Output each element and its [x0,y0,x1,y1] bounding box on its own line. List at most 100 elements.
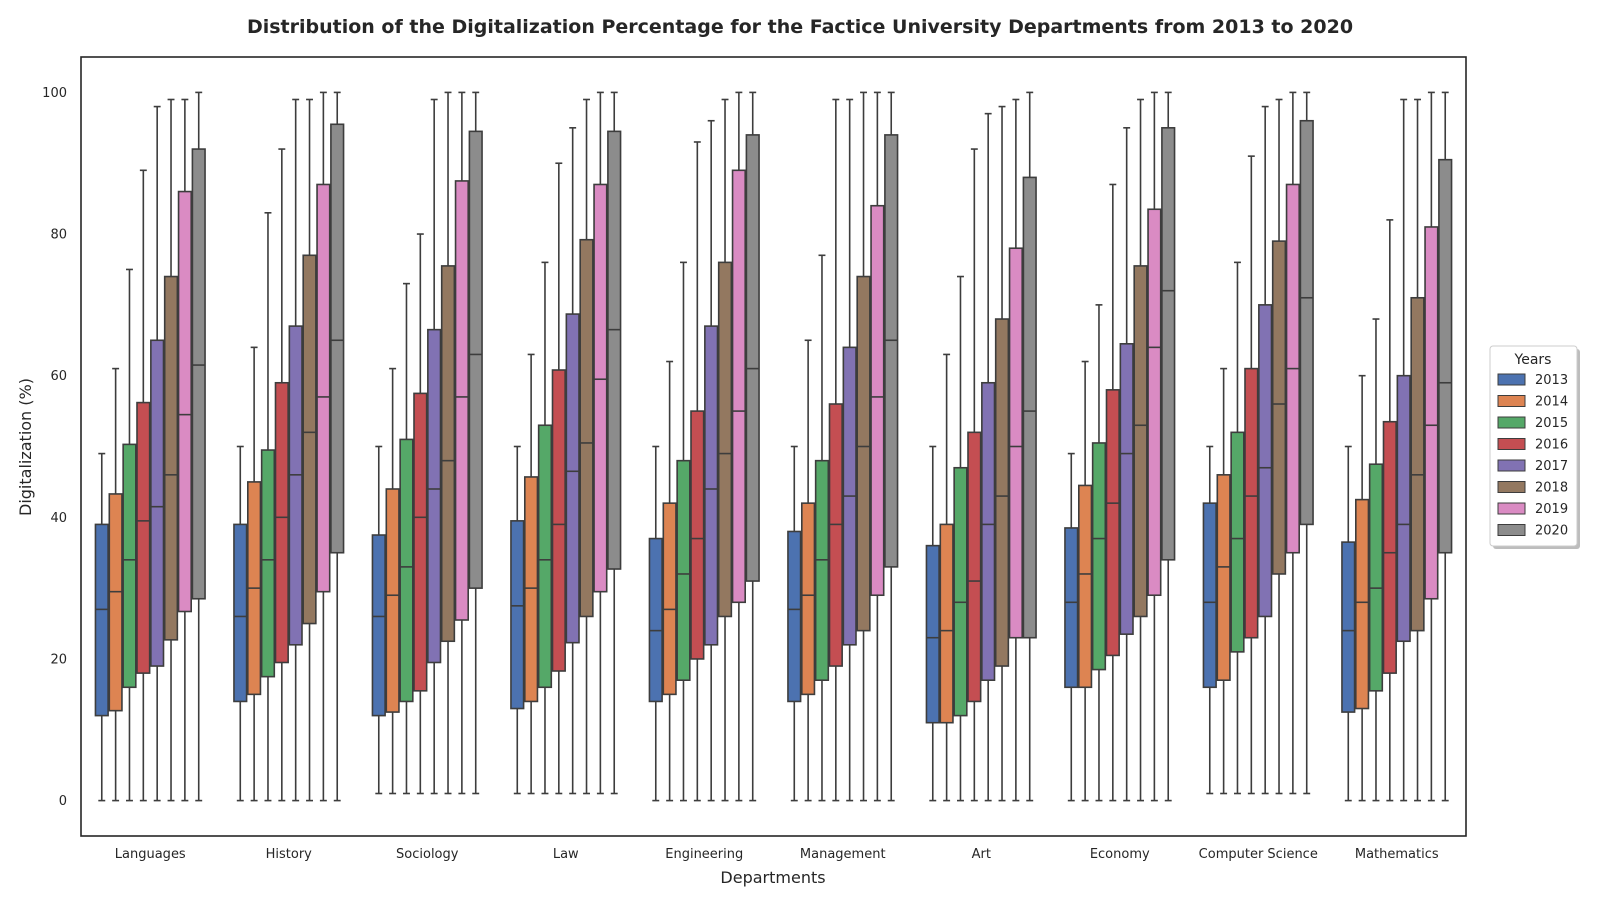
iqr-box [814,459,830,681]
box-plot-2014 [108,367,123,802]
box-series-2015 [122,212,1384,802]
legend-swatch [1497,459,1526,472]
iqr-box [1202,502,1217,689]
box-plot-2017 [150,105,165,802]
iqr-box [607,130,622,570]
legend-label: 2015 [1535,416,1568,431]
iqr-box [1119,343,1134,635]
iqr-box [745,134,760,582]
y-tick-label: 100 [42,86,67,101]
box-plot-2013 [233,445,248,802]
box-plot-2015 [1091,304,1107,802]
box-plot-2016 [828,98,843,802]
box-plot-2019 [593,91,608,795]
x-tick-label: Economy [1090,847,1150,862]
box-plot-2020 [191,91,206,802]
iqr-box [523,476,539,703]
iqr-box [440,265,456,643]
box-plot-2018 [1410,98,1425,802]
y-tick-label: 80 [50,228,67,243]
iqr-box [537,424,553,689]
legend-label: 2016 [1535,438,1568,453]
box-plot-2016 [1382,219,1397,802]
iqr-box [870,204,885,597]
box-plot-2018 [856,91,871,802]
iqr-box [1161,127,1176,561]
iqr-box [1271,240,1287,575]
box-plot-2020 [1161,91,1176,802]
box-plot-2020 [884,91,899,802]
iqr-box [1091,442,1107,671]
legend-label: 2018 [1535,481,1568,496]
box-plot-2016 [1105,183,1120,802]
iqr-box [828,403,843,667]
box-plot-2020 [330,91,345,802]
iqr-box [579,238,594,618]
box-plot-2014 [1216,367,1231,795]
legend-swatch [1497,524,1526,536]
iqr-box [994,318,1010,667]
box-series-2018 [163,91,1425,802]
box-series-2019 [177,91,1439,802]
box-plot-2020 [1299,91,1314,795]
box-plot-2016 [136,169,151,802]
legend-label: 2019 [1535,502,1568,517]
legend-swatch [1497,502,1526,515]
iqr-box [717,261,733,618]
box-series-group [94,91,1453,802]
iqr-box [1147,208,1162,597]
box-plot-2013 [94,452,109,802]
box-plot-2018 [440,91,456,795]
box-series-2013 [94,445,1356,802]
box-plot-2015 [122,268,137,802]
box-series-2017 [150,98,1411,802]
chart-title: Distribution of the Digitalization Perce… [247,16,1353,38]
iqr-box [1244,367,1259,639]
y-axis-ticks: 0 20 40 60 80 100 [42,86,67,809]
iqr-box [468,130,483,589]
iqr-box [1022,176,1037,639]
legend-swatch [1497,395,1526,407]
iqr-box [925,544,940,724]
iqr-box [427,328,442,664]
x-axis-title: Departments [720,868,825,887]
iqr-box [1008,247,1023,639]
box-plot-2017 [981,112,996,802]
iqr-box [163,275,179,641]
iqr-box [676,459,691,681]
y-tick-label: 40 [50,511,67,526]
box-plot-2013 [787,445,802,802]
legend-swatch [1497,416,1526,429]
legend: Years 2013 2014 2015 2016 2017 2018 2019 2020 [1489,345,1580,549]
iqr-box [1341,541,1356,713]
box-plot-2013 [1202,445,1217,795]
x-tick-label: Languages [115,847,186,862]
box-series-2014 [108,339,1370,802]
x-tick-label: Art [972,847,991,862]
iqr-box [413,392,428,692]
x-tick-label: Engineering [665,847,743,862]
x-tick-label: Law [553,847,579,862]
plot-frame [80,56,1467,837]
box-plot-2019 [1285,91,1301,795]
iqr-box [565,313,580,644]
box-plot-2016 [690,141,705,802]
box-plot-2014 [1355,374,1370,802]
legend-items: 2013 2014 2015 2016 2017 2018 2019 2020 [1497,373,1568,539]
box-plot-2018 [163,98,179,802]
box-plot-2014 [800,339,816,802]
iqr-box [233,523,248,703]
iqr-box [1368,463,1384,692]
iqr-box [1078,484,1093,689]
box-plot-2015 [1230,261,1245,795]
box-plot-2017 [427,98,442,795]
legend-label: 2014 [1535,395,1568,410]
box-plot-2013 [1064,452,1079,802]
iqr-box [648,537,663,703]
iqr-box [1258,304,1273,618]
x-tick-label: Management [800,847,886,862]
box-plot-2015 [953,275,968,802]
box-plot-2019 [316,91,331,802]
box-plot-2018 [994,105,1010,802]
